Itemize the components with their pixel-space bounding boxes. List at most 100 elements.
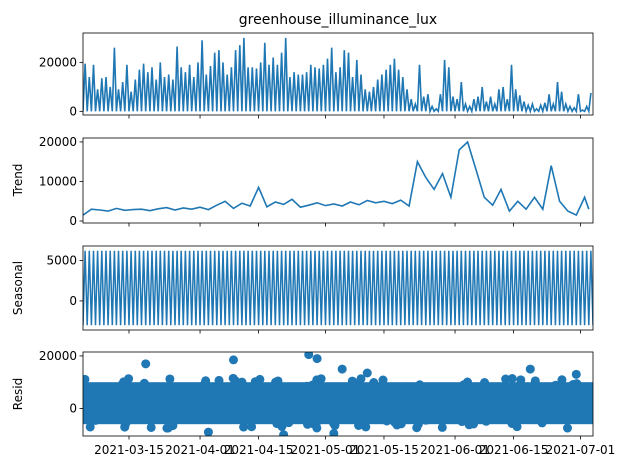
resid-point [156,385,166,395]
resid-point [163,423,173,433]
resid-point [459,380,469,390]
resid-point [438,389,448,399]
seasonal-line [83,250,593,326]
resid-point [87,384,97,394]
resid-point [173,408,183,418]
resid-point [200,387,210,397]
resid-point [329,418,339,428]
x-tick-label: 2021-03-15 [94,443,164,457]
resid-point [466,413,476,423]
resid-point [180,397,190,407]
series-line [83,140,590,217]
x-tick-label: 2021-06-15 [479,443,549,457]
y-tick-label: 20000 [39,349,77,363]
resid-point [153,407,163,417]
resid-point [124,374,134,384]
resid-point [572,379,582,389]
resid-point [437,422,447,432]
resid-point [390,417,400,427]
resid-point [516,375,526,385]
resid-point [511,386,521,396]
resid-point [336,385,346,395]
resid-point [201,376,211,386]
resid-point [562,408,572,418]
resid-point [530,376,540,386]
x-tick-label: 2021-04-01 [165,443,235,457]
y-tick-label: 10000 [39,174,77,188]
resid-point [332,411,342,421]
plot-area [83,37,592,115]
resid-point [476,389,486,399]
resid-point [232,404,242,414]
y-tick-label: 0 [69,104,77,118]
resid-point [302,404,312,414]
resid-outlier [279,430,289,436]
resid-point [219,394,229,404]
resid-point [247,422,257,432]
resid-point [93,395,103,405]
y-tick-label: 0 [69,214,77,228]
resid-point [361,422,371,432]
resid-point [352,409,362,419]
resid-point [139,378,149,388]
resid-point [343,411,353,421]
resid-point [370,394,380,404]
x-tick-label: 2021-07-01 [546,443,616,457]
resid-point [551,380,561,390]
resid-point [363,382,373,392]
resid-point [109,386,119,396]
resid-point [562,423,572,433]
resid-point [120,416,130,426]
resid-point [493,392,503,402]
resid-point [297,388,307,398]
resid-outlier [525,364,535,374]
resid-point [448,407,458,417]
resid-point [354,421,364,431]
resid-point [313,397,323,407]
resid-point [507,374,517,384]
resid-point [219,406,229,416]
resid-outlier [329,428,339,436]
resid-point [540,389,550,399]
resid-point [362,395,372,405]
resid-point [228,373,238,383]
y-tick-label: 0 [69,401,77,415]
resid-point [499,386,509,396]
resid-point [242,415,252,425]
resid-point [459,391,469,401]
axes-frame [82,245,594,331]
resid-point [195,414,205,424]
resid-point [125,398,135,408]
resid-point [145,388,155,398]
plot-area [83,140,590,217]
resid-outlier [362,368,372,378]
resid-point [382,416,392,426]
resid-outlier [141,359,151,369]
resid-point [520,402,530,412]
resid-point [276,411,286,421]
resid-point [146,422,156,432]
y-tick-label: 5000 [46,254,77,268]
resid-point [172,390,182,400]
resid-point [480,378,490,388]
resid-point [411,404,421,414]
x-tick-label: 2021-06-01 [420,443,490,457]
resid-outlier [228,355,238,365]
resid-point [194,395,204,405]
resid-point [331,397,341,407]
x-tick-label: 2021-05-01 [291,443,361,457]
resid-point [292,396,302,406]
resid-point [422,408,432,418]
resid-point [392,402,402,412]
resid-point [476,410,486,420]
resid-point [396,411,406,421]
resid-point [531,406,541,416]
resid-outlier [571,369,581,379]
resid-point [144,407,154,417]
resid-point [165,383,175,393]
axes-frame [82,351,594,437]
resid-point [165,374,175,384]
resid-point [356,374,366,384]
